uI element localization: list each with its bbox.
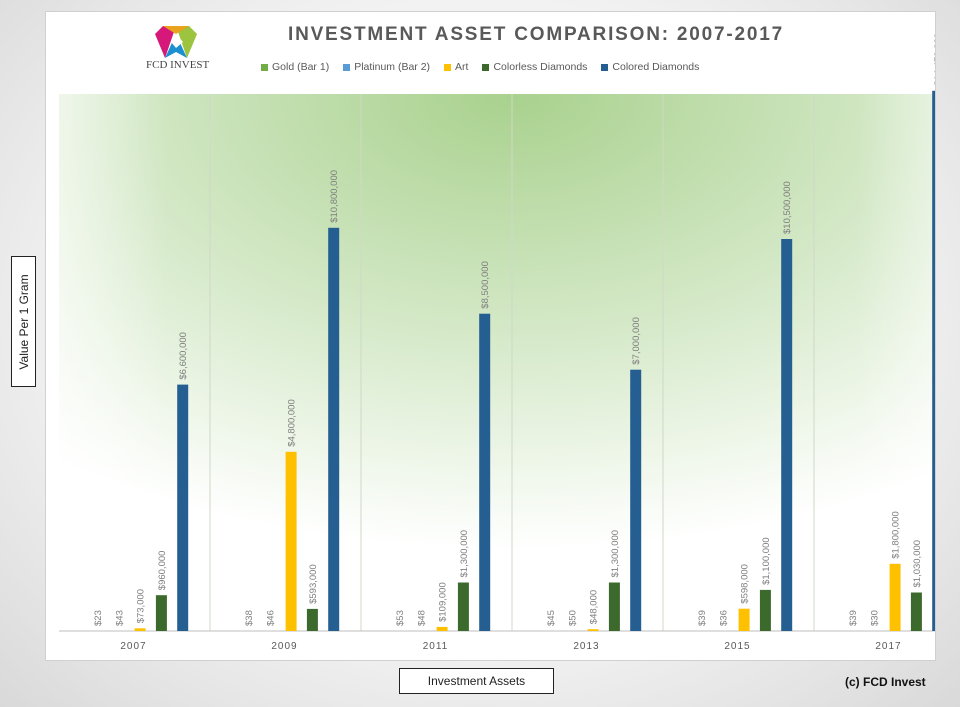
data-label-colorless-2015: $1,100,000 bbox=[761, 537, 772, 585]
chart-legend: Gold (Bar 1) Platinum (Bar 2) Art Colorl… bbox=[261, 61, 699, 73]
x-axis-title: Investment Assets bbox=[427, 674, 526, 688]
data-label-gold-2013: $45 bbox=[546, 610, 557, 626]
data-label-art-2015: $598,000 bbox=[740, 564, 751, 604]
x-tick-label-2017: 2017 bbox=[875, 641, 901, 652]
legend-label-colored: Colored Diamonds bbox=[612, 61, 700, 73]
data-label-platinum-2013: $50 bbox=[567, 610, 578, 626]
legend-swatch-colorless bbox=[482, 63, 490, 71]
data-label-gold-2017: $39 bbox=[848, 610, 859, 626]
bar-colored-2009 bbox=[328, 227, 340, 632]
bar-colorless-2007 bbox=[155, 595, 167, 631]
bar-colored-2011 bbox=[479, 313, 491, 631]
data-label-platinum-2015: $36 bbox=[718, 610, 729, 626]
chart-title: INVESTMENT ASSET COMPARISON: 2007-2017 bbox=[287, 24, 784, 45]
data-label-colored-2017: $14,470,000 bbox=[933, 33, 935, 86]
data-label-gold-2011: $53 bbox=[395, 610, 406, 626]
legend-label-colorless: Colorless Diamonds bbox=[493, 61, 588, 73]
bar-colored-2017 bbox=[932, 90, 935, 632]
data-label-colorless-2007: $960,000 bbox=[157, 551, 168, 591]
diamond-logo-icon bbox=[155, 26, 197, 58]
bar-art-2015 bbox=[738, 608, 750, 631]
bar-colorless-2015 bbox=[759, 589, 771, 631]
legend-swatch-colored bbox=[601, 63, 609, 71]
bar-art-2013 bbox=[587, 629, 599, 631]
data-label-colored-2009: $10,800,000 bbox=[329, 170, 340, 223]
legend-swatch-art bbox=[444, 63, 452, 71]
legend-item-platinum: Platinum (Bar 2) bbox=[343, 61, 430, 73]
data-label-colored-2011: $8,500,000 bbox=[480, 261, 491, 309]
legend-swatch-gold bbox=[261, 63, 268, 71]
bar-art-2007 bbox=[134, 628, 146, 631]
plot-side-fade bbox=[59, 94, 935, 631]
legend-item-gold: Gold (Bar 1) bbox=[261, 61, 329, 73]
data-label-colored-2015: $10,500,000 bbox=[782, 181, 793, 234]
data-label-art-2007: $73,000 bbox=[136, 589, 147, 623]
x-axis-title-box: Investment Assets bbox=[399, 668, 554, 694]
data-label-platinum-2011: $48 bbox=[416, 610, 427, 626]
data-label-gold-2007: $23 bbox=[93, 610, 104, 626]
legend-item-colorless: Colorless Diamonds bbox=[482, 61, 587, 73]
data-label-platinum-2017: $30 bbox=[869, 610, 880, 626]
data-label-platinum-2009: $46 bbox=[265, 610, 276, 626]
legend-label-platinum: Platinum (Bar 2) bbox=[354, 61, 431, 73]
data-label-gold-2009: $38 bbox=[244, 610, 255, 626]
data-label-colored-2013: $7,000,000 bbox=[631, 317, 642, 365]
legend-label-art: Art bbox=[455, 61, 469, 73]
bar-art-2011 bbox=[436, 626, 448, 631]
data-label-gold-2015: $39 bbox=[697, 610, 708, 626]
bar-colorless-2017 bbox=[910, 592, 922, 631]
legend-item-colored: Colored Diamonds bbox=[601, 61, 699, 73]
data-label-colorless-2011: $1,300,000 bbox=[459, 530, 470, 578]
bar-colored-2015 bbox=[781, 239, 793, 631]
bar-art-2017 bbox=[889, 563, 901, 631]
x-tick-label-2007: 2007 bbox=[120, 641, 146, 652]
fcd-invest-logo: FCD INVEST bbox=[146, 26, 210, 88]
plot-area: $23 $43 $73,000 $960,000 $6,600,000 $38 $46 $4,… bbox=[59, 33, 935, 652]
bar-art-2009 bbox=[285, 451, 297, 631]
data-label-colorless-2013: $1,300,000 bbox=[610, 530, 621, 578]
legend-label-gold: Gold (Bar 1) bbox=[272, 61, 330, 73]
bar-colorless-2013 bbox=[608, 582, 620, 631]
data-label-colorless-2009: $593,000 bbox=[308, 564, 319, 604]
y-axis-title-box: Value Per 1 Gram bbox=[11, 256, 36, 387]
legend-swatch-platinum bbox=[343, 63, 351, 71]
data-label-art-2009: $4,800,000 bbox=[287, 399, 298, 447]
x-tick-label-2011: 2011 bbox=[423, 641, 449, 652]
data-label-art-2017: $1,800,000 bbox=[891, 511, 902, 559]
bar-colored-2007 bbox=[177, 384, 189, 631]
logo-text: FCD INVEST bbox=[146, 59, 210, 71]
data-label-art-2013: $48,000 bbox=[589, 590, 600, 624]
x-tick-label-2009: 2009 bbox=[271, 641, 297, 652]
bar-colorless-2011 bbox=[457, 582, 469, 631]
copyright-credit: (c) FCD Invest bbox=[845, 675, 926, 689]
chart-card: $23 $43 $73,000 $960,000 $6,600,000 $38 $46 $4,… bbox=[45, 11, 936, 661]
bar-colored-2013 bbox=[630, 369, 642, 631]
legend-item-art: Art bbox=[444, 61, 468, 73]
x-tick-label-2015: 2015 bbox=[724, 641, 750, 652]
y-axis-title: Value Per 1 Gram bbox=[16, 273, 31, 370]
data-label-colorless-2017: $1,030,000 bbox=[912, 540, 923, 588]
data-label-platinum-2007: $43 bbox=[114, 610, 125, 626]
data-label-art-2011: $109,000 bbox=[438, 582, 449, 622]
data-label-colored-2007: $6,600,000 bbox=[178, 332, 189, 380]
bar-colorless-2009 bbox=[306, 608, 318, 631]
x-tick-label-2013: 2013 bbox=[573, 641, 599, 652]
